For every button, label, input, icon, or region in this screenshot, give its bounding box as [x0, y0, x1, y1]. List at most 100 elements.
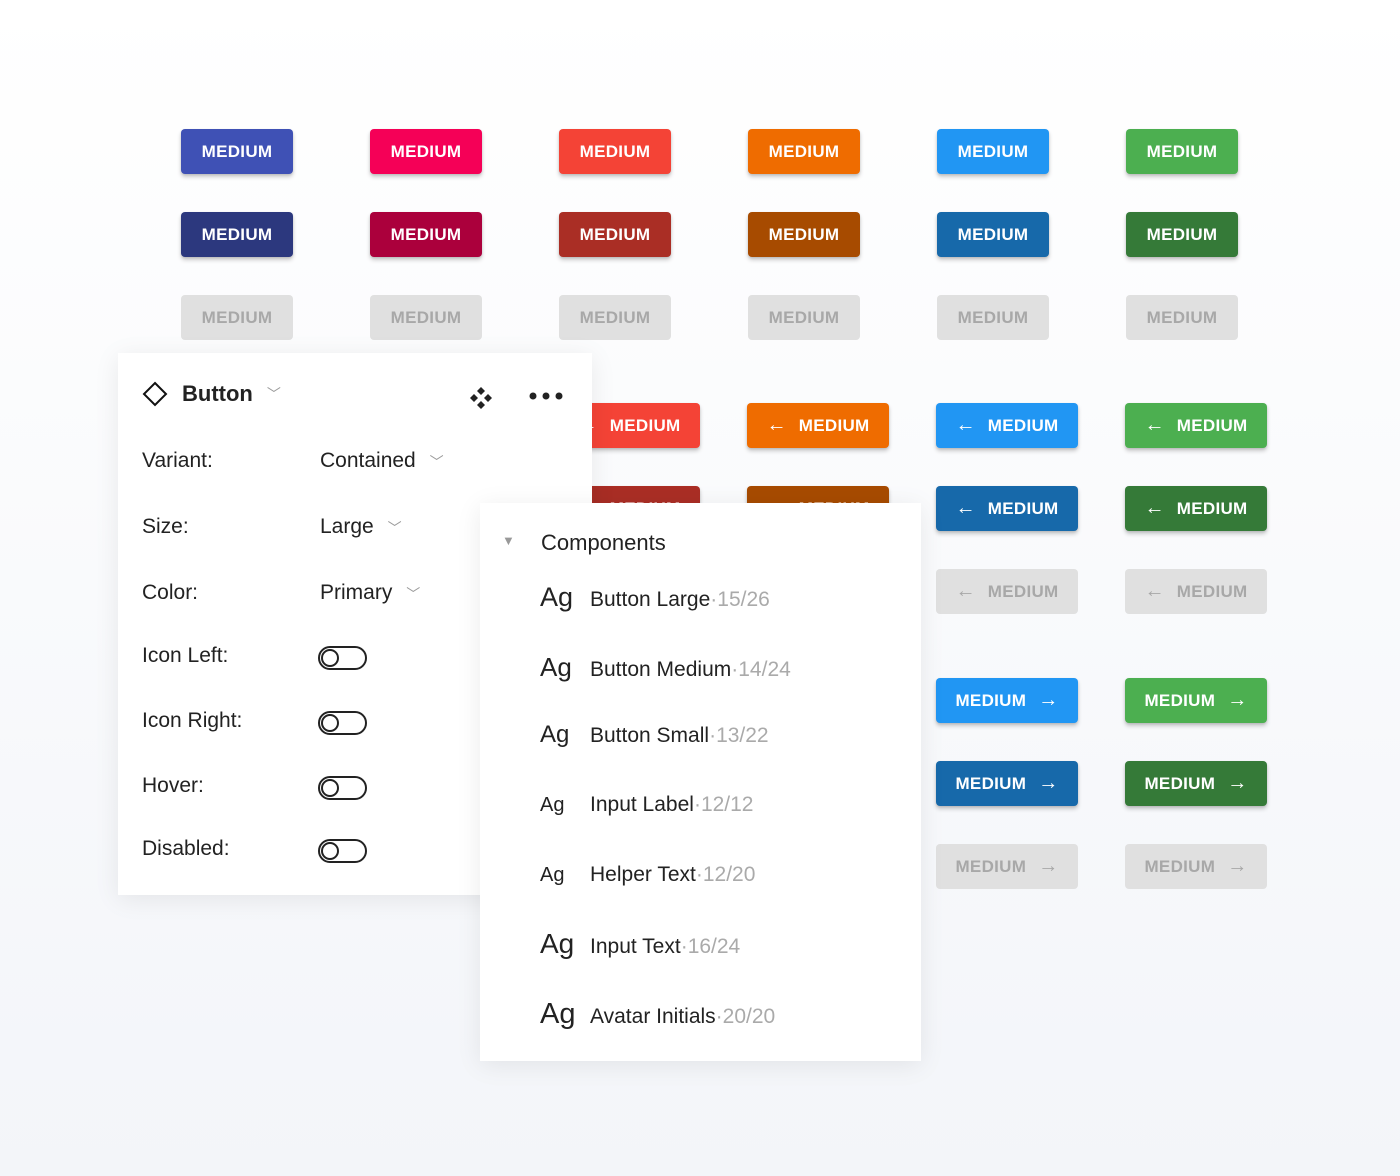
medium-button[interactable]: MEDIUM	[181, 129, 293, 174]
more-options-icon[interactable]	[528, 391, 564, 401]
button-label: MEDIUM	[987, 415, 1059, 435]
text-style-metrics: 13/22	[716, 724, 769, 747]
chevron-down-icon: ﹀	[402, 586, 421, 602]
text-style-name: Helper Text	[590, 863, 696, 886]
medium-button[interactable]: MEDIUM →	[936, 761, 1078, 806]
medium-button[interactable]: MEDIUM →	[1125, 678, 1267, 723]
components-panel: ▼ Components Ag Button Large · 15/26 Ag But…	[480, 503, 921, 1061]
text-style-item[interactable]: Ag Input Text · 16/24	[540, 930, 740, 961]
medium-button[interactable]: MEDIUM	[1126, 212, 1238, 257]
medium-button[interactable]: MEDIUM	[937, 212, 1049, 257]
medium-button[interactable]: MEDIUM	[559, 212, 671, 257]
separator: ·	[695, 863, 703, 886]
text-style-name: Button Small	[590, 724, 710, 747]
text-style-item[interactable]: Ag Avatar Initials · 20/20	[540, 997, 776, 1031]
text-style-sample: Ag	[540, 997, 576, 1030]
component-set-icon[interactable]	[468, 385, 494, 411]
button-label: MEDIUM	[1176, 581, 1248, 601]
button-label: MEDIUM	[768, 224, 840, 244]
select-value: Large	[320, 515, 374, 538]
separator: ·	[731, 658, 739, 681]
toggle-hover[interactable]	[318, 776, 367, 800]
medium-button[interactable]: MEDIUM	[937, 129, 1049, 174]
button-label: MEDIUM	[201, 224, 273, 244]
text-style-metrics: 16/24	[687, 935, 741, 958]
arrow-left-icon: ←	[1144, 414, 1165, 436]
arrow-right-icon: →	[1038, 855, 1059, 877]
medium-button[interactable]: ← MEDIUM	[1125, 486, 1267, 531]
text-style-metrics: 20/20	[722, 1004, 776, 1028]
property-select-color[interactable]: Primary ﹀	[320, 581, 420, 605]
button-label: MEDIUM	[798, 415, 870, 435]
button-label: MEDIUM	[768, 141, 840, 161]
property-select-size[interactable]: Large ﹀	[320, 515, 402, 539]
button-label: MEDIUM	[957, 307, 1029, 327]
medium-button[interactable]: MEDIUM →	[1125, 761, 1267, 806]
text-style-name: Button Large	[590, 587, 711, 611]
button-label: MEDIUM	[1146, 224, 1218, 244]
medium-button[interactable]: MEDIUM	[1126, 129, 1238, 174]
button-label: MEDIUM	[201, 307, 273, 327]
arrow-right-icon: →	[1227, 772, 1248, 794]
button-label: MEDIUM	[955, 773, 1027, 793]
medium-button[interactable]: MEDIUM	[748, 129, 860, 174]
text-style-name: Avatar Initials	[590, 1004, 716, 1028]
medium-button[interactable]: ← MEDIUM	[936, 486, 1078, 531]
text-style-item[interactable]: Ag Helper Text · 12/20	[540, 863, 755, 886]
toggle-icon-right[interactable]	[318, 711, 367, 735]
button-label: MEDIUM	[579, 307, 651, 327]
button-label: MEDIUM	[1144, 856, 1216, 876]
property-label: Variant:	[142, 449, 213, 472]
component-title[interactable]: Button	[182, 381, 253, 406]
arrow-right-icon: →	[1038, 772, 1059, 794]
text-style-sample: Ag	[540, 928, 575, 959]
text-style-metrics: 12/12	[700, 793, 754, 816]
properties-header: Button ﹀	[142, 381, 281, 407]
property-label: Icon Left:	[142, 644, 229, 667]
select-value: Primary	[320, 581, 393, 604]
text-style-item[interactable]: Ag Button Small · 13/22	[540, 723, 769, 748]
arrow-left-icon: ←	[955, 580, 976, 602]
chevron-down-icon: ﹀	[383, 520, 402, 536]
button-label: MEDIUM	[1144, 690, 1216, 710]
button-label: MEDIUM	[579, 141, 651, 161]
arrow-left-icon: ←	[766, 414, 787, 436]
button-label: MEDIUM	[1144, 773, 1216, 793]
button-label: MEDIUM	[201, 141, 273, 161]
medium-button[interactable]: ← MEDIUM	[747, 403, 889, 448]
toggle-icon-left[interactable]	[318, 646, 367, 670]
text-style-name: Button Medium	[590, 658, 732, 681]
medium-button[interactable]: MEDIUM	[181, 212, 293, 257]
arrow-left-icon: ←	[1144, 580, 1165, 602]
medium-button[interactable]: ← MEDIUM	[936, 403, 1078, 448]
disabled-button: MEDIUM →	[936, 844, 1078, 889]
text-style-item[interactable]: Ag Button Medium · 14/24	[540, 654, 791, 683]
button-label: MEDIUM	[579, 224, 651, 244]
text-style-sample: Ag	[540, 652, 572, 682]
property-select-variant[interactable]: Contained ﹀	[320, 449, 444, 473]
button-label: MEDIUM	[609, 415, 681, 435]
toggle-disabled[interactable]	[318, 839, 367, 863]
button-label: MEDIUM	[957, 224, 1029, 244]
button-label: MEDIUM	[1176, 415, 1248, 435]
arrow-left-icon: ←	[1144, 497, 1165, 519]
separator: ·	[709, 724, 717, 747]
medium-button[interactable]: MEDIUM	[748, 212, 860, 257]
disabled-button: MEDIUM	[559, 295, 671, 340]
text-style-item[interactable]: Ag Button Large · 15/26	[540, 583, 770, 613]
text-style-metrics: 15/26	[717, 587, 770, 611]
medium-button[interactable]: MEDIUM	[559, 129, 671, 174]
separator: ·	[715, 1004, 723, 1028]
disabled-button: MEDIUM	[181, 295, 293, 340]
chevron-down-icon[interactable]: ﹀	[266, 386, 281, 402]
medium-button[interactable]: ← MEDIUM	[1125, 403, 1267, 448]
disabled-button: ← MEDIUM	[1125, 569, 1267, 614]
disabled-button: MEDIUM →	[1125, 844, 1267, 889]
medium-button[interactable]: MEDIUM	[370, 212, 482, 257]
medium-button[interactable]: MEDIUM	[370, 129, 482, 174]
text-style-sample: Ag	[540, 794, 565, 816]
collapse-triangle-icon[interactable]: ▼	[502, 533, 515, 548]
property-label: Disabled:	[142, 837, 230, 860]
medium-button[interactable]: MEDIUM →	[936, 678, 1078, 723]
text-style-item[interactable]: Ag Input Label · 12/12	[540, 793, 754, 816]
